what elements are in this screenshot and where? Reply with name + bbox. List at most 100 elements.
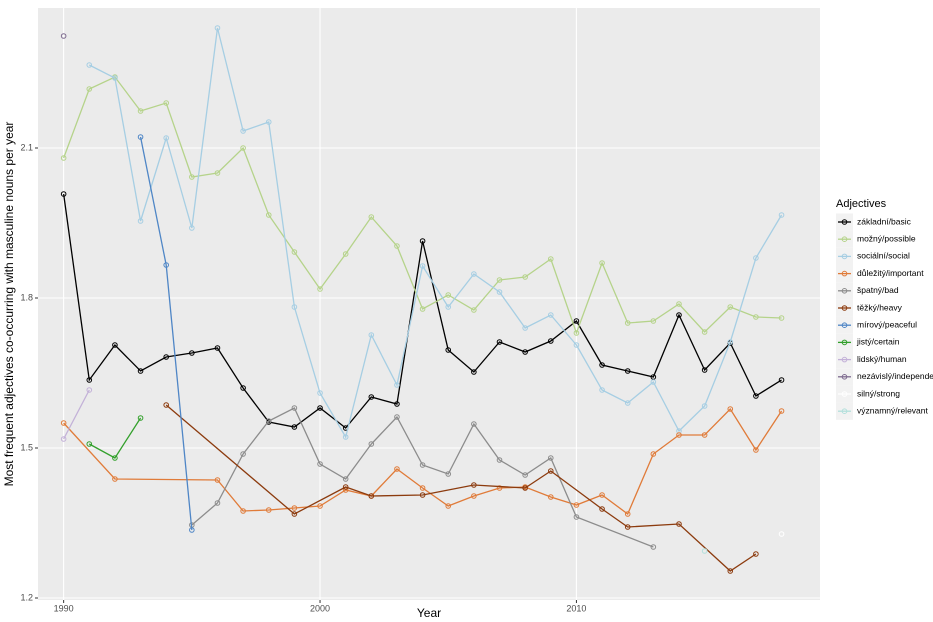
point [676, 312, 682, 318]
point [573, 330, 580, 336]
point [368, 332, 375, 338]
legend-label: těžký/heavy [857, 302, 903, 312]
point [547, 468, 554, 474]
point [419, 462, 426, 468]
point [137, 134, 144, 140]
point [214, 345, 221, 351]
legend-label: špatný/bad [857, 285, 899, 295]
point [547, 312, 554, 318]
point [471, 421, 477, 427]
point [624, 524, 631, 530]
series-line [165, 404, 757, 572]
point [445, 503, 452, 509]
point [112, 476, 118, 482]
point [86, 62, 93, 68]
point [86, 377, 93, 383]
point [727, 304, 734, 310]
series-line [139, 136, 193, 531]
point [778, 531, 785, 537]
point [471, 307, 477, 313]
legend-marker [841, 356, 848, 363]
point [778, 408, 785, 414]
point [265, 212, 272, 218]
point [496, 289, 503, 295]
point [650, 379, 657, 385]
point [676, 301, 682, 307]
point [342, 434, 349, 440]
point [291, 505, 298, 511]
point [60, 420, 67, 426]
point [394, 414, 400, 420]
point [676, 428, 682, 434]
point [291, 405, 298, 411]
point [624, 368, 631, 374]
point [291, 304, 298, 310]
point [137, 108, 144, 114]
point [778, 212, 785, 218]
point [445, 471, 452, 477]
legend-label: možný/possible [857, 233, 916, 243]
legend-label: základní/basic [857, 216, 912, 226]
point [522, 485, 528, 491]
point [240, 385, 246, 391]
y-tick-label: 1.8 [20, 292, 33, 302]
legend-marker [841, 391, 848, 397]
point [701, 432, 708, 438]
legend-title: Adjectives [836, 198, 887, 210]
legend-marker [841, 305, 848, 311]
legend-marker [841, 253, 848, 260]
point [522, 349, 528, 355]
point [163, 354, 169, 360]
point [650, 544, 657, 550]
point [753, 447, 759, 453]
point [342, 251, 349, 257]
point [727, 568, 734, 574]
point [547, 494, 554, 500]
series-line [88, 417, 142, 459]
point [701, 329, 708, 335]
point [60, 436, 67, 442]
x-axis-title: Year [417, 606, 441, 620]
y-axis-title: Most frequent adjectives co-occurring wi… [2, 122, 16, 487]
series-line [63, 407, 783, 516]
point [214, 477, 221, 483]
point [496, 485, 503, 491]
point [522, 325, 528, 331]
point [753, 393, 759, 399]
point [368, 493, 375, 499]
point [522, 472, 528, 478]
legend-label: nezávislý/independent [857, 371, 933, 381]
point [676, 521, 682, 527]
point [599, 492, 605, 498]
point [419, 263, 426, 269]
point [471, 271, 477, 277]
point [419, 238, 426, 244]
point [214, 25, 221, 31]
legend-label: významný/relevant [857, 405, 929, 415]
series-line [63, 389, 90, 440]
point [471, 482, 477, 488]
point [112, 75, 118, 81]
point [291, 511, 298, 517]
x-tick-label: 2010 [566, 603, 586, 613]
point [86, 387, 93, 393]
point [291, 424, 298, 430]
point [240, 451, 246, 457]
point [419, 306, 426, 312]
legend-label: mírový/peaceful [857, 319, 917, 329]
legend-marker [841, 236, 848, 242]
point [394, 401, 400, 407]
point [60, 155, 67, 161]
point [163, 135, 169, 141]
legend-marker [841, 288, 848, 294]
point [573, 318, 580, 324]
point [599, 260, 605, 266]
legend-marker [841, 270, 848, 277]
point [471, 369, 477, 375]
point [778, 315, 785, 321]
point [471, 493, 477, 499]
series-line [63, 76, 782, 335]
point [214, 500, 221, 506]
point [701, 403, 708, 409]
